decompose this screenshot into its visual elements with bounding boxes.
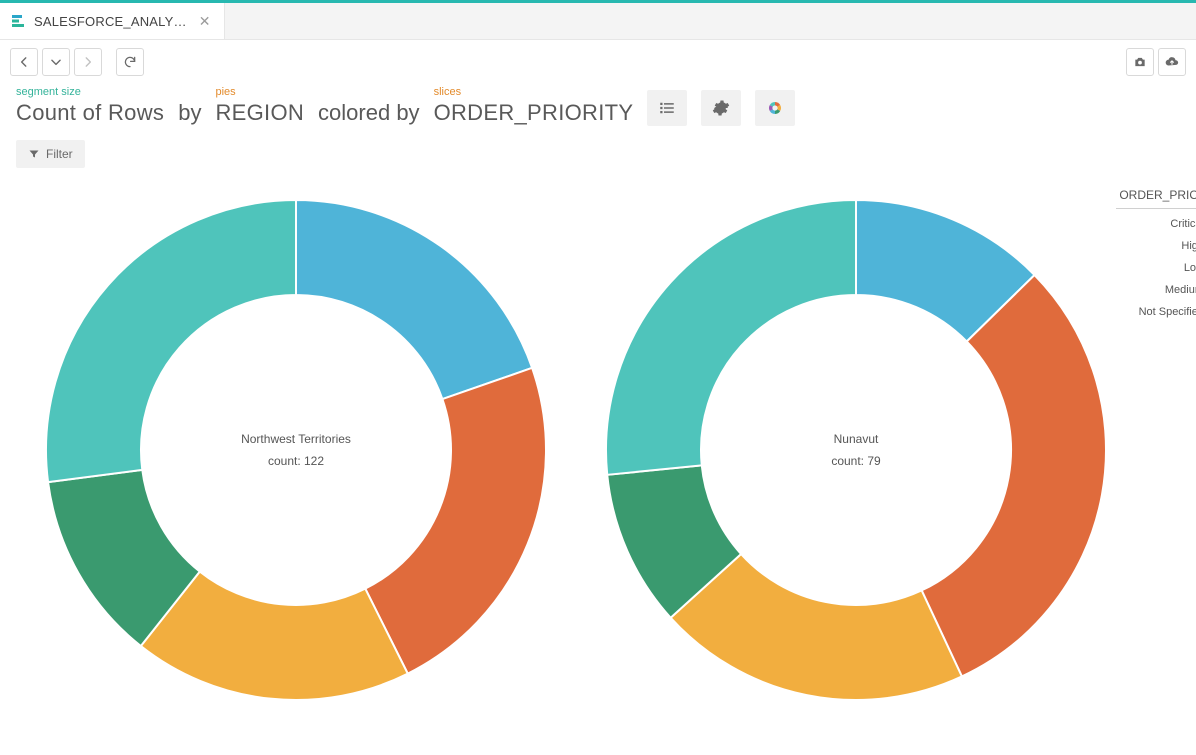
donut-svg [36, 180, 556, 720]
forward-button[interactable] [74, 48, 102, 76]
legend-item[interactable]: Low [1116, 261, 1196, 275]
filter-icon [28, 148, 40, 160]
filter-row: Filter [0, 134, 1196, 180]
donut-svg [596, 180, 1116, 720]
chart-area: Northwest Territoriescount: 122Nunavutco… [0, 180, 1196, 720]
tab-title: SALESFORCE_ANALY… [34, 14, 187, 29]
query-bar: segment size Count of Rows by pies REGIO… [0, 84, 1196, 134]
tab-salesforce-analytics[interactable]: SALESFORCE_ANALY… ✕ [0, 3, 225, 39]
legend-item[interactable]: Medium [1116, 283, 1196, 297]
donut-slice[interactable] [606, 200, 856, 475]
upload-button[interactable] [1158, 48, 1186, 76]
chevron-down-icon [49, 55, 63, 69]
history-dropdown-button[interactable] [42, 48, 70, 76]
legend-item[interactable]: High [1116, 239, 1196, 253]
donut-slice[interactable] [296, 200, 532, 399]
filter-button[interactable]: Filter [16, 140, 85, 168]
legend-item[interactable]: Critical [1116, 217, 1196, 231]
refresh-icon [123, 55, 137, 69]
refresh-button[interactable] [116, 48, 144, 76]
segment-size-label: segment size [16, 86, 164, 98]
nav-history-group [10, 48, 102, 76]
pies-value: REGION [215, 100, 304, 126]
list-icon [658, 99, 676, 117]
donut-slice[interactable] [365, 368, 546, 674]
filter-label: Filter [46, 147, 73, 161]
donut-chart: Nunavutcount: 79 [596, 180, 1116, 720]
nav-toolbar [0, 40, 1196, 84]
color-wheel-icon [766, 99, 784, 117]
donut-chart: Northwest Territoriescount: 122 [36, 180, 556, 720]
donut-slice[interactable] [46, 200, 296, 482]
view-list-button[interactable] [647, 90, 687, 126]
tab-bar: SALESFORCE_ANALY… ✕ [0, 3, 1196, 40]
back-button[interactable] [10, 48, 38, 76]
slices-label: slices [434, 86, 634, 98]
chevron-right-icon [81, 55, 95, 69]
legend-item-label: Not Specified [1139, 306, 1196, 318]
pies-field[interactable]: pies REGION [215, 86, 304, 126]
chevron-left-icon [17, 55, 31, 69]
legend-item-label: High [1181, 240, 1196, 252]
gear-icon [712, 99, 730, 117]
legend-item[interactable]: Not Specified [1116, 305, 1196, 319]
tab-close-icon[interactable]: ✕ [195, 13, 215, 30]
legend-item-label: Medium [1165, 284, 1196, 296]
cloud-upload-icon [1165, 55, 1179, 69]
segment-size-field[interactable]: segment size Count of Rows [16, 86, 164, 126]
legend-title: ORDER_PRIORITY [1116, 188, 1196, 209]
colored-by-joiner: colored by [318, 100, 420, 126]
segment-size-value: Count of Rows [16, 100, 164, 126]
color-theme-button[interactable] [755, 90, 795, 126]
by-joiner: by [178, 100, 201, 126]
settings-button[interactable] [701, 90, 741, 126]
legend: ORDER_PRIORITY Critical High Low Medium Not … [1116, 180, 1196, 720]
snapshot-button[interactable] [1126, 48, 1154, 76]
slices-field[interactable]: slices ORDER_PRIORITY [434, 86, 634, 126]
donut-slice[interactable] [922, 275, 1106, 676]
legend-item-label: Critical [1170, 218, 1196, 230]
donut-charts-container: Northwest Territoriescount: 122Nunavutco… [16, 180, 1116, 720]
pies-label: pies [215, 86, 304, 98]
legend-item-label: Low [1184, 262, 1196, 274]
slices-value: ORDER_PRIORITY [434, 100, 634, 126]
dataset-icon [12, 15, 26, 27]
camera-icon [1133, 55, 1147, 69]
